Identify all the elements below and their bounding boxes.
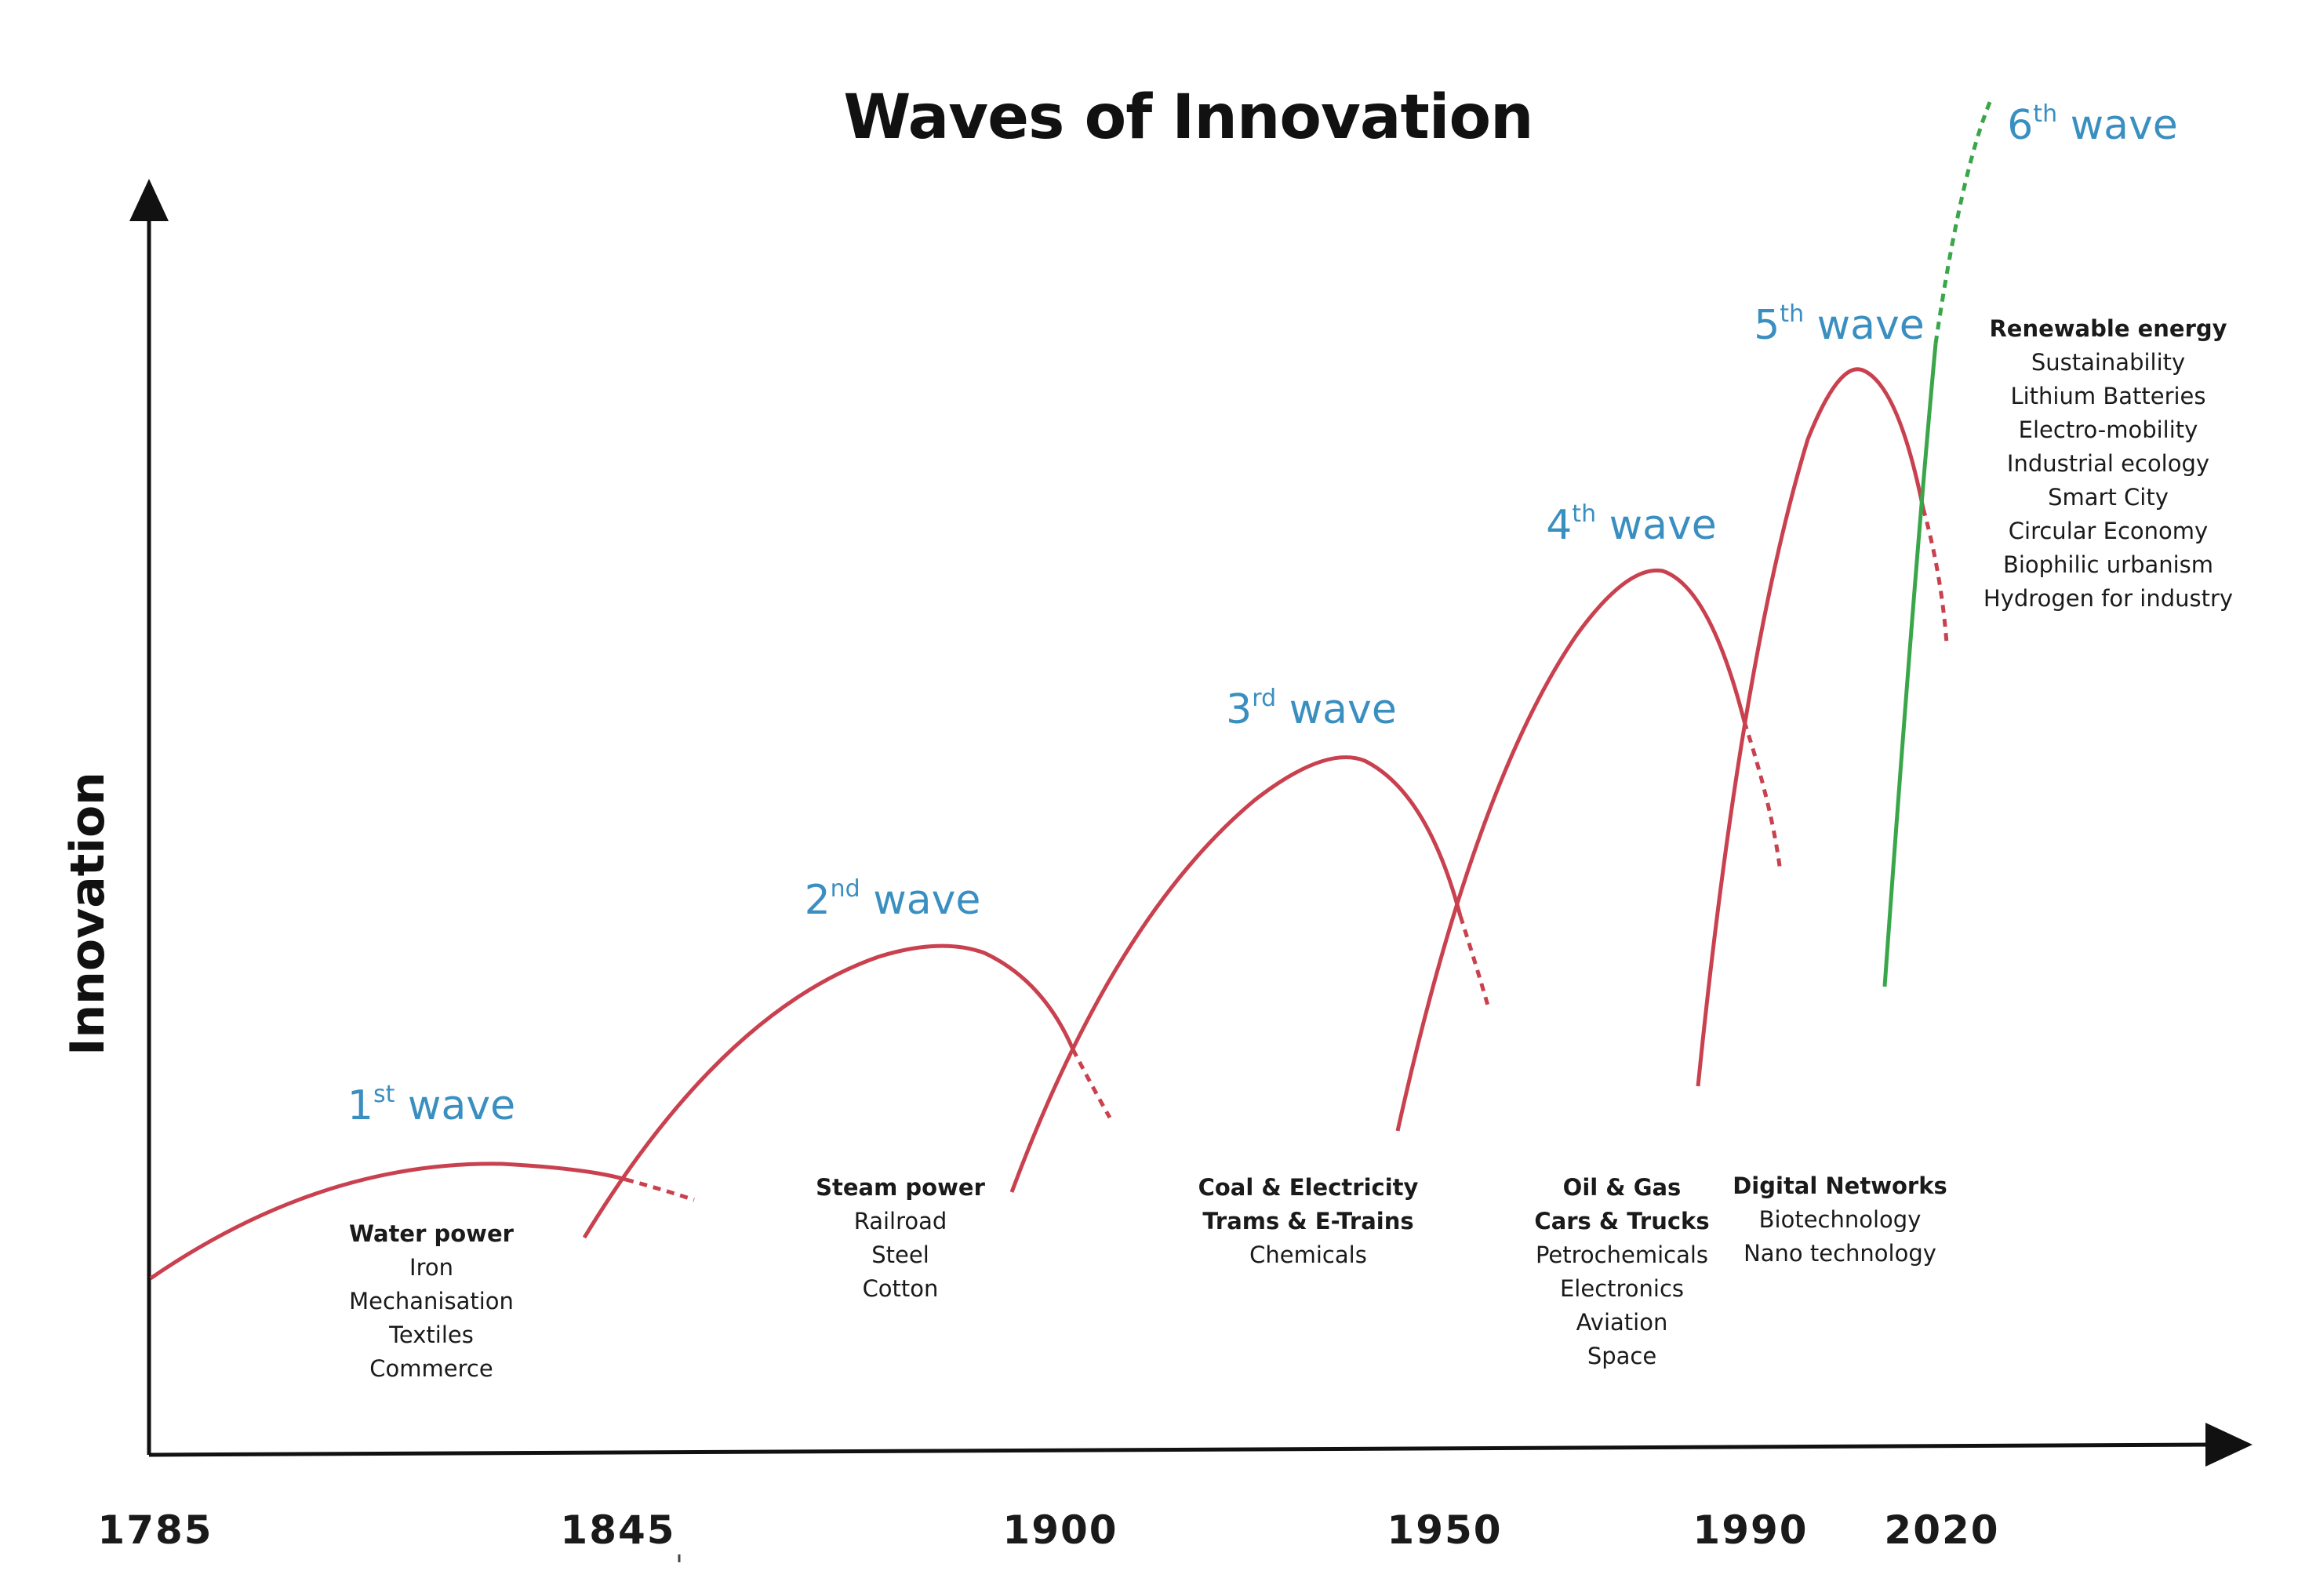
technology-item: Cotton bbox=[862, 1275, 939, 1302]
technology-item: Industrial ecology bbox=[2006, 450, 2210, 477]
technology-item: Renewable energy bbox=[1989, 315, 2227, 342]
wave-2-dotted-tail bbox=[1071, 1048, 1112, 1119]
technology-item: Digital Networks bbox=[1733, 1172, 1947, 1199]
x-axis-arrowhead bbox=[2205, 1423, 2253, 1467]
technology-item: Commerce bbox=[369, 1355, 493, 1382]
technology-item: Trams & E-Trains bbox=[1202, 1208, 1414, 1234]
technology-item: Cars & Trucks bbox=[1534, 1208, 1710, 1234]
wave-4-dotted-tail bbox=[1742, 721, 1783, 873]
technology-item: Railroad bbox=[853, 1208, 947, 1234]
y-axis-label: Innovation bbox=[60, 772, 115, 1056]
technology-item: Circular Economy bbox=[2008, 518, 2209, 544]
wave-5-technologies: Digital Networks Biotechnology Nano tech… bbox=[1733, 1169, 1947, 1271]
technology-item: Electronics bbox=[1559, 1275, 1685, 1302]
wave-5-curve bbox=[1696, 367, 1925, 1087]
wave-3-curve bbox=[1009, 755, 1463, 1193]
wave-3-dotted-tail bbox=[1458, 915, 1490, 1006]
wave-label-2: 2nd wave bbox=[804, 875, 981, 924]
year-label-1845: 1845 bbox=[560, 1507, 676, 1553]
technology-item: Textiles bbox=[389, 1322, 474, 1348]
wave-label-3: 3rd wave bbox=[1226, 685, 1397, 733]
wave-label-5: 5th wave bbox=[1754, 300, 1925, 349]
year-label-1900: 1900 bbox=[1002, 1507, 1118, 1553]
technology-item: Space bbox=[1587, 1343, 1657, 1369]
wave-label-1: 1st wave bbox=[347, 1081, 516, 1129]
technology-item: Hydrogen for industry bbox=[1983, 585, 2234, 612]
technology-item: Iron bbox=[409, 1254, 453, 1281]
wave-label-4: 4th wave bbox=[1546, 500, 1717, 549]
wave-1-dotted-tail bbox=[625, 1177, 695, 1202]
technology-item: Biotechnology bbox=[1758, 1206, 1922, 1233]
technology-item: Petrochemicals bbox=[1535, 1242, 1709, 1268]
technology-item: Biophilic urbanism bbox=[2002, 551, 2214, 578]
technology-item: Lithium Batteries bbox=[2010, 383, 2206, 409]
diagram-title: Waves of Innovation bbox=[843, 82, 1533, 153]
technology-item: Sustainability bbox=[2031, 349, 2186, 376]
technology-item: Electro-mobility bbox=[2018, 416, 2198, 443]
wave-5-dotted-tail bbox=[1921, 507, 1949, 644]
wave-4-curve bbox=[1395, 568, 1747, 1132]
wave-4-technologies: Oil & Gas Cars & Trucks Petrochemicals E… bbox=[1534, 1171, 1709, 1373]
technology-item: Steel bbox=[871, 1242, 929, 1268]
wave-3-technologies: Coal & Electricity Trams & E-Trains Chem… bbox=[1198, 1171, 1419, 1272]
year-label-1950: 1950 bbox=[1387, 1507, 1503, 1553]
technology-item: Aviation bbox=[1576, 1309, 1668, 1336]
year-label-1785: 1785 bbox=[97, 1507, 213, 1553]
wave-1-technologies: Water power Iron Mechanisation Textiles … bbox=[349, 1217, 514, 1386]
year-label-1990: 1990 bbox=[1693, 1507, 1809, 1553]
technology-item: Mechanisation bbox=[349, 1288, 514, 1314]
technology-item: Chemicals bbox=[1249, 1242, 1367, 1268]
technology-item: Nano technology bbox=[1743, 1240, 1936, 1267]
technology-item: Oil & Gas bbox=[1562, 1174, 1682, 1201]
x-axis bbox=[148, 1442, 2213, 1457]
wave-2-curve bbox=[582, 943, 1075, 1239]
y-axis-arrowhead bbox=[129, 179, 169, 221]
wave-label-6: 6th wave bbox=[2007, 100, 2178, 149]
wave-6-curve bbox=[1882, 343, 1938, 987]
technology-item: Coal & Electricity bbox=[1198, 1174, 1419, 1201]
technology-item: Water power bbox=[349, 1220, 514, 1247]
year-label-2020: 2020 bbox=[1884, 1507, 2000, 1553]
technology-item: Steam power bbox=[816, 1174, 985, 1201]
wave-2-technologies: Steam power Railroad Steel Cotton bbox=[816, 1171, 985, 1306]
wave-6-technologies: Renewable energy Sustainability Lithium … bbox=[1983, 312, 2233, 616]
wave-1-curve bbox=[149, 1162, 627, 1281]
wave-6-dotted-tail bbox=[1933, 100, 1993, 344]
technology-item: Smart City bbox=[2048, 484, 2169, 511]
